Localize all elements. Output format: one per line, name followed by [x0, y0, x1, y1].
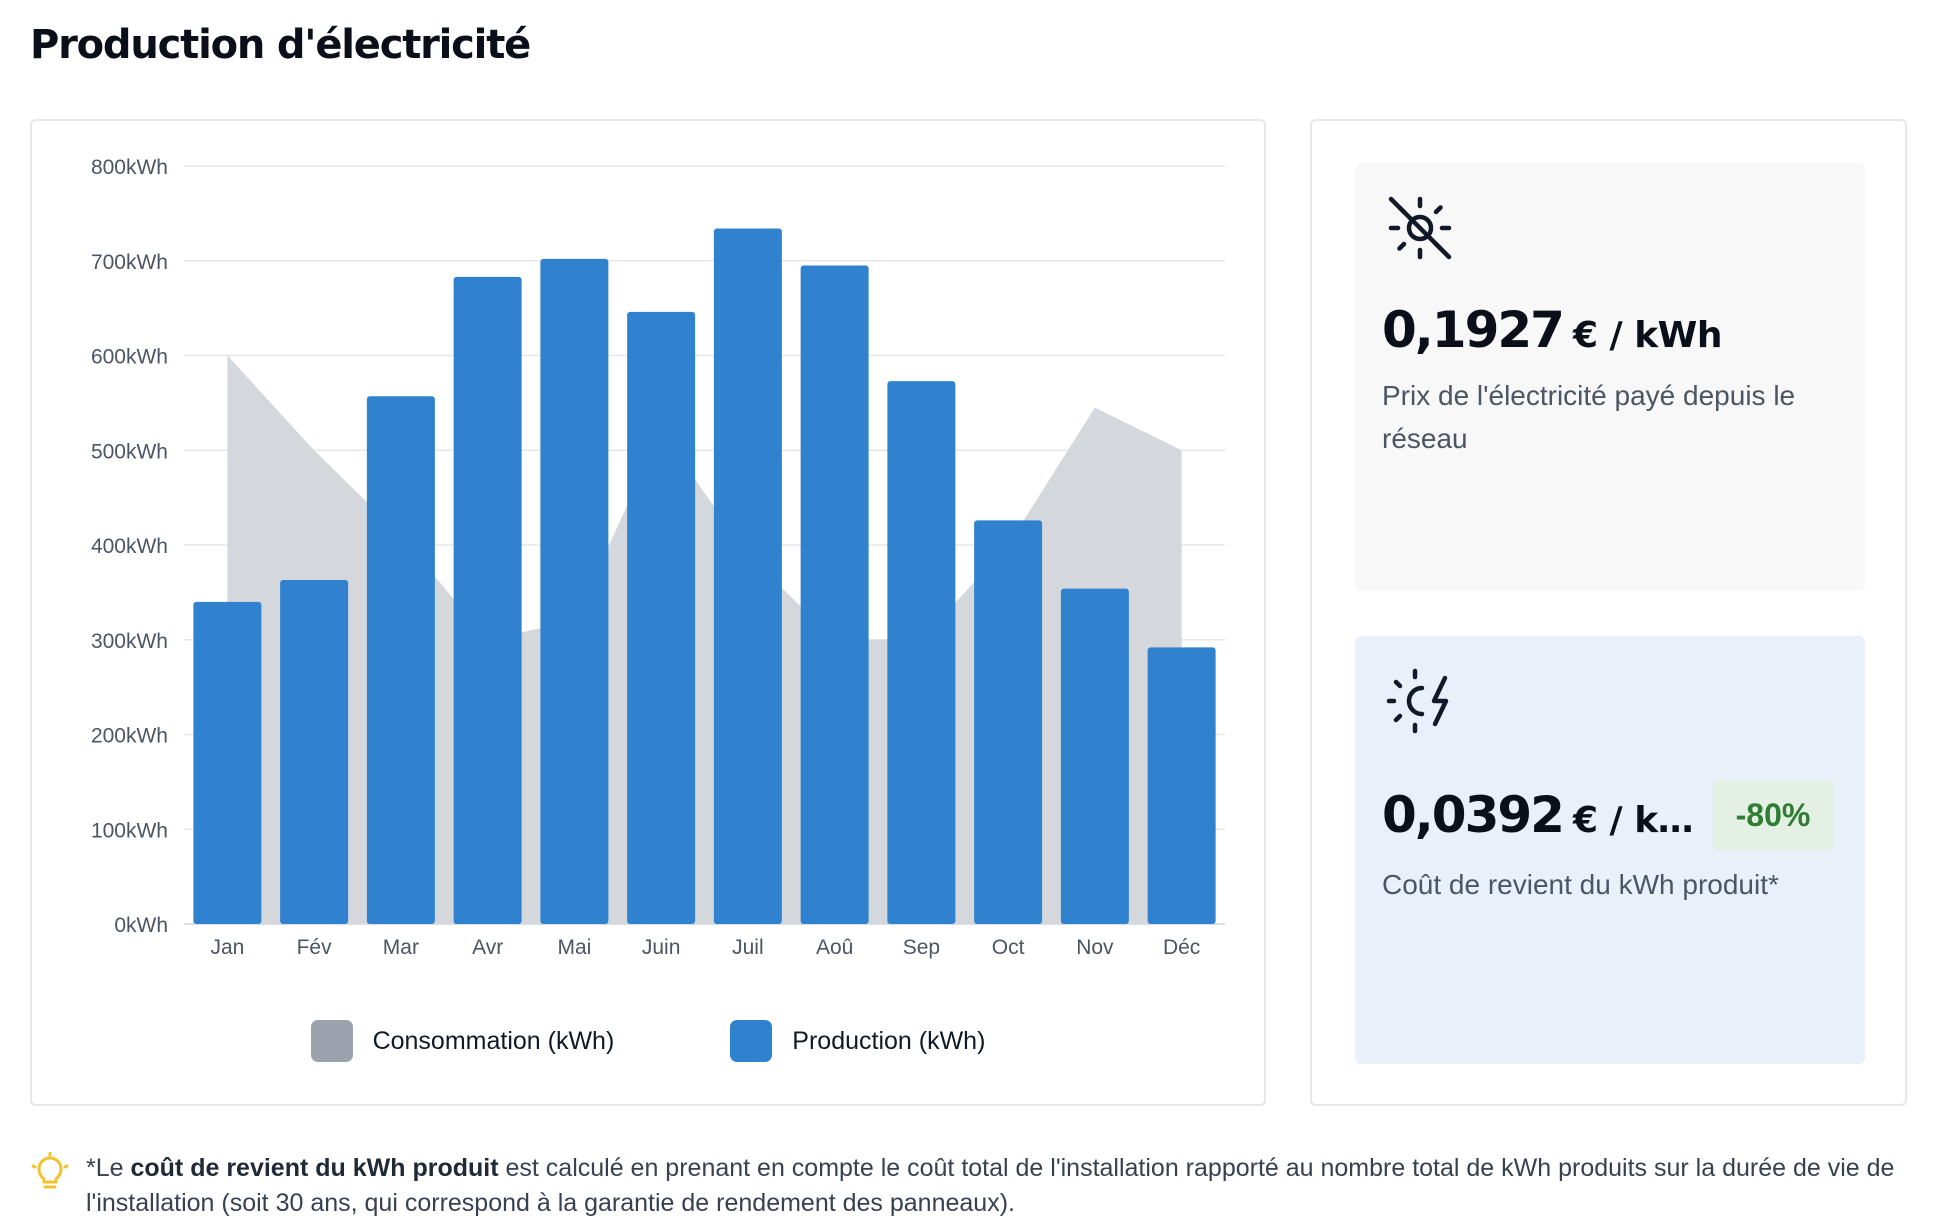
production-bar-déc — [1147, 647, 1216, 924]
x-tick-label: Nov — [1076, 936, 1114, 959]
x-tick-label: Mai — [557, 936, 591, 959]
solar-cost-label: Coût de revient du kWh produit* — [1382, 869, 1779, 900]
y-tick-label: 500kWh — [91, 440, 168, 463]
production-bar-jan — [193, 601, 262, 924]
x-tick-label: Juil — [732, 936, 764, 959]
footnote: *Le coût de revient du kWh produit est c… — [86, 1151, 1906, 1221]
solar-bolt-icon — [1386, 668, 1449, 734]
grid-price-value: 0,1927 € / kWh — [1382, 301, 1723, 359]
grid-price-unit: € / kWh — [1572, 315, 1723, 356]
y-tick-label: 400kWh — [91, 535, 168, 558]
production-bar-aoû — [800, 265, 869, 924]
solar-cost-value: 0,0392 € / k… — [1382, 786, 1694, 844]
legend-swatch-production — [730, 1020, 773, 1062]
y-tick-label: 300kWh — [91, 630, 168, 653]
legend-item-production[interactable]: Production (kWh) — [730, 1020, 985, 1062]
production-bar-avr — [453, 276, 522, 924]
price-comparison-card: 0,1927 € / kWh Prix de l'électricité payé… — [1310, 119, 1907, 1106]
y-tick-label: 0kWh — [114, 914, 168, 937]
x-tick-label: Oct — [992, 936, 1025, 959]
solar-cost-unit: € / k… — [1572, 800, 1694, 841]
footnote-prefix: *Le — [86, 1154, 131, 1182]
production-bar-mar — [366, 396, 435, 924]
production-bar-juil — [713, 228, 782, 924]
solar-cost-box: 0,0392 € / k… -80% Coût de revient du kWh… — [1355, 636, 1865, 1064]
production-bar-fév — [280, 580, 349, 924]
y-tick-label: 100kWh — [91, 819, 168, 842]
production-chart: 0kWh 100kWh 200kWh 300kWh 400kWh 500kWh 600kWh… — [91, 156, 1225, 959]
chart-legend: Consommation (kWh) Production (kWh) — [32, 1020, 1264, 1062]
production-bar-mai — [540, 258, 609, 924]
x-tick-label: Sep — [903, 936, 940, 959]
lightbulb-icon — [31, 1152, 69, 1189]
production-chart-card: 0kWh 100kWh 200kWh 300kWh 400kWh 500kWh 600kWh… — [30, 119, 1266, 1106]
solar-cost-number: 0,0392 — [1382, 786, 1565, 844]
x-tick-label: Juin — [642, 936, 681, 959]
grid-price-label: Prix de l'électricité payé depuis le rés… — [1382, 380, 1796, 454]
legend-label-consumption: Consommation (kWh) — [372, 1026, 615, 1055]
production-bar-oct — [974, 520, 1043, 924]
production-bar-nov — [1060, 588, 1129, 924]
x-tick-label: Déc — [1163, 936, 1200, 959]
x-tick-label: Avr — [472, 936, 503, 959]
x-tick-label: Fév — [297, 936, 333, 959]
y-tick-label: 200kWh — [91, 725, 168, 748]
y-tick-label: 600kWh — [91, 346, 168, 369]
grid-price-box: 0,1927 € / kWh Prix de l'électricité payé… — [1355, 163, 1865, 591]
page-title: Production d'électricité — [30, 22, 531, 68]
legend-swatch-consumption — [310, 1020, 353, 1062]
x-tick-label: Aoû — [816, 936, 853, 959]
y-tick-label: 700kWh — [91, 251, 168, 274]
legend-label-production: Production (kWh) — [792, 1026, 986, 1055]
production-bar-sep — [887, 381, 956, 924]
legend-item-consumption[interactable]: Consommation (kWh) — [310, 1020, 615, 1062]
x-tick-label: Mar — [383, 936, 419, 959]
sun-off-icon — [1388, 196, 1452, 260]
grid-price-number: 0,1927 — [1382, 301, 1565, 359]
footnote-rest: est calculé en prenant en compte le coût… — [86, 1154, 1895, 1217]
footnote-bold: coût de revient du kWh produit — [130, 1154, 499, 1182]
production-bar-juin — [627, 311, 696, 924]
savings-badge: -80% — [1713, 780, 1833, 850]
x-tick-label: Jan — [210, 936, 244, 959]
y-tick-label: 800kWh — [91, 156, 168, 179]
